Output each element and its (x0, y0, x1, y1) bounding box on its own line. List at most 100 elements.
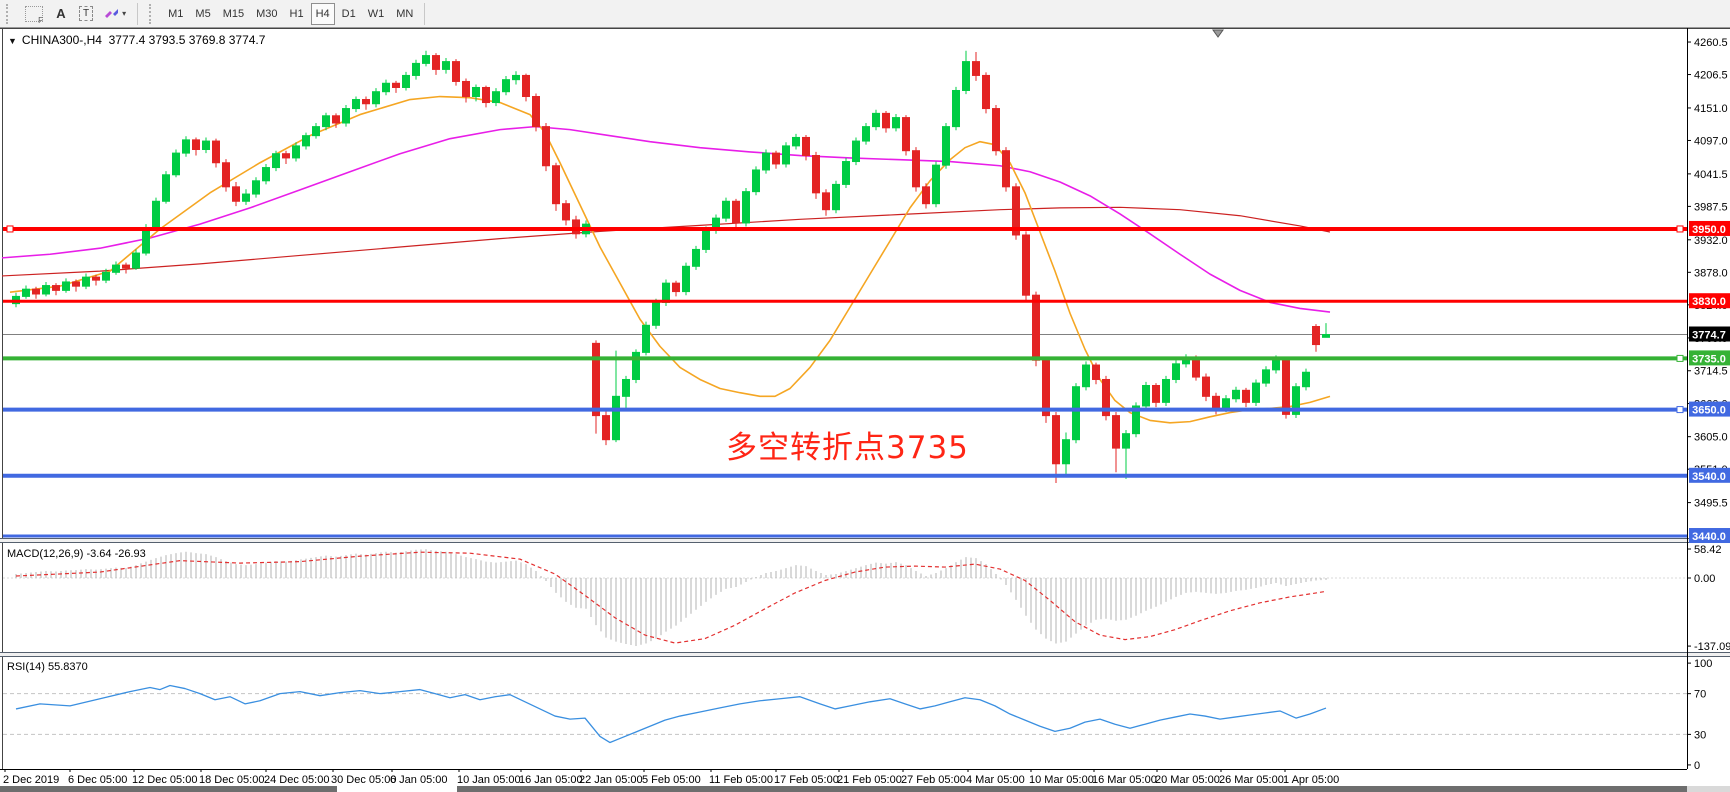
tf-button-m30[interactable]: M30 (256, 7, 278, 20)
candle-body (502, 79, 510, 93)
candle-body (622, 378, 630, 397)
hline-handle[interactable] (1676, 406, 1684, 414)
candle-body (692, 248, 700, 267)
tf-button-d1[interactable]: D1 (341, 7, 356, 20)
svg-text:3540.0: 3540.0 (1692, 471, 1726, 483)
hline-handle[interactable] (6, 225, 14, 233)
toolbar-grip[interactable] (6, 3, 15, 24)
candle-body (642, 324, 650, 353)
candle-body (512, 74, 520, 81)
candle-body (352, 99, 360, 110)
chart-text-annotation[interactable]: 多空转折点3735 (726, 430, 969, 466)
tf-button-h4[interactable]: H4 (310, 2, 335, 25)
shapes-tool-button[interactable]: ▾ (100, 3, 131, 25)
candle-body (912, 150, 920, 188)
candle-body (432, 55, 440, 70)
tf-button-mn[interactable]: MN (396, 7, 414, 20)
candle-body (592, 342, 600, 417)
candle-body (472, 86, 480, 98)
ma-slow-red[interactable] (1, 206, 1331, 277)
candle-body (1092, 364, 1100, 380)
horizontal-scrollbar[interactable] (0, 786, 1687, 792)
candle-body (982, 74, 990, 110)
candle-body (612, 395, 620, 441)
candle-body (222, 162, 230, 188)
panel-separator[interactable] (0, 652, 1730, 657)
candle-body (1152, 384, 1160, 403)
svg-text:3605.0: 3605.0 (1694, 432, 1728, 444)
candle-body (1002, 150, 1010, 188)
candle-body (1042, 359, 1050, 417)
candle-body (762, 152, 770, 171)
candle-body (702, 229, 710, 250)
candle-body (1192, 357, 1200, 378)
hline-handle[interactable] (1676, 354, 1684, 362)
ohlc-values: 3777.4 3793.5 3769.8 3774.7 (108, 33, 266, 47)
candle-body (942, 126, 950, 166)
tf-button-m5[interactable]: M5 (195, 7, 211, 20)
candle-body (802, 136, 810, 157)
tf-button-w1[interactable]: W1 (367, 7, 385, 20)
candle-body (182, 139, 190, 154)
toolbar-grip-2[interactable] (149, 3, 158, 24)
scrollbar-thumb[interactable] (337, 786, 457, 792)
ma-mid-magenta[interactable] (1, 125, 1331, 313)
candle-body (1012, 186, 1020, 236)
current-price-badge: 3774.7 (1689, 326, 1730, 342)
text-tool-button[interactable]: A (56, 6, 66, 21)
cursor-tool-button[interactable]: F (20, 3, 48, 25)
candle-body (722, 200, 730, 219)
hline-handle[interactable] (1676, 225, 1684, 233)
scrollbar-corner (1687, 786, 1730, 792)
svg-text:-137.09: -137.09 (1694, 641, 1730, 653)
candle-body (662, 282, 670, 303)
chart-area[interactable]: 4260.5 4206.5 4151.0 4097.0 4041.5 3987.5 3932… (0, 28, 1730, 792)
candle-body (282, 153, 290, 159)
candle-body (922, 186, 930, 205)
shapes-icon (105, 8, 119, 18)
candle-body (422, 55, 430, 64)
svg-text:30: 30 (1694, 729, 1706, 741)
symbol-dropdown-icon[interactable]: ▼ (8, 36, 17, 46)
candle-body (752, 169, 760, 193)
svg-text:3714.5: 3714.5 (1694, 366, 1728, 378)
candle-body (482, 86, 490, 104)
tf-button-m15[interactable]: M15 (222, 7, 245, 20)
candle-body (1292, 386, 1300, 415)
svg-text:3878.0: 3878.0 (1694, 267, 1728, 279)
chart-canvas[interactable]: 4260.5 4206.5 4151.0 4097.0 4041.5 3987.5 3932… (0, 28, 1730, 792)
tf-button-m1[interactable]: M1 (168, 7, 184, 20)
candle-body (652, 301, 660, 326)
ma-fast-orange[interactable] (9, 95, 1331, 424)
candle-body (1052, 415, 1060, 465)
svg-text:4041.5: 4041.5 (1694, 169, 1728, 181)
textbox-tool-button[interactable]: T (74, 3, 98, 25)
svg-text:6 Dec 05:00: 6 Dec 05:00 (68, 774, 127, 786)
candle-body (232, 186, 240, 202)
candle-body (1242, 389, 1250, 403)
candle-body (782, 145, 790, 165)
candle-body (862, 126, 870, 142)
candle-body (992, 108, 1000, 152)
svg-text:22 Jan 05:00: 22 Jan 05:00 (579, 774, 643, 786)
svg-text:11 Feb 05:00: 11 Feb 05:00 (709, 774, 773, 786)
candle-body (602, 415, 610, 441)
svg-text:12 Dec 05:00: 12 Dec 05:00 (132, 774, 197, 786)
candle-body (1082, 364, 1090, 388)
candle-body (932, 164, 940, 205)
candle-body (1212, 395, 1220, 409)
svg-text:10 Jan 05:00: 10 Jan 05:00 (457, 774, 521, 786)
candle-body (1072, 386, 1080, 441)
candle-body (92, 276, 100, 281)
tf-button-h1[interactable]: H1 (289, 7, 304, 20)
candle-body (1172, 363, 1180, 380)
svg-text:21 Feb 05:00: 21 Feb 05:00 (837, 774, 902, 786)
panel-separator[interactable] (0, 538, 1730, 543)
candle-body (62, 281, 70, 291)
svg-text:10 Mar 05:00: 10 Mar 05:00 (1029, 774, 1094, 786)
chart-shift-marker[interactable] (1212, 29, 1224, 38)
candle-body (672, 282, 680, 293)
candle-body (392, 82, 400, 88)
svg-text:0: 0 (1694, 760, 1700, 772)
candle-body (682, 265, 690, 293)
